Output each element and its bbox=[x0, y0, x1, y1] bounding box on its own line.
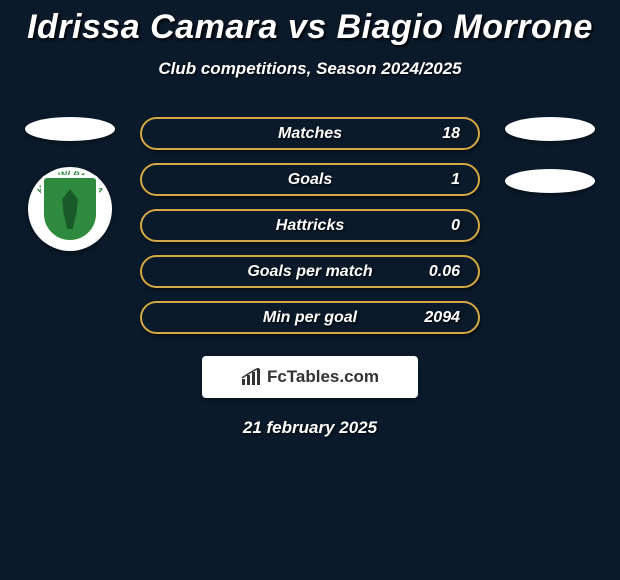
stat-value-right: 0.06 bbox=[429, 263, 460, 281]
player-placeholder-ellipse bbox=[25, 117, 115, 141]
comparison-infographic: Idrissa Camara vs Biagio Morrone Club co… bbox=[0, 0, 620, 438]
stat-bar: Goals 1 bbox=[140, 163, 480, 196]
right-player-col bbox=[500, 117, 600, 193]
stat-bar: Min per goal 2094 bbox=[140, 301, 480, 334]
branding-badge: FcTables.com bbox=[202, 356, 418, 398]
page-title: Idrissa Camara vs Biagio Morrone bbox=[27, 8, 593, 47]
stat-label: Hattricks bbox=[276, 217, 344, 235]
player-placeholder-ellipse bbox=[505, 169, 595, 193]
stat-label: Min per goal bbox=[263, 309, 357, 327]
main-row: HELLINI PATRIA ONILLAVA Matches 18 Goals 1 H… bbox=[0, 117, 620, 334]
stat-label: Matches bbox=[278, 125, 342, 143]
badge-shield bbox=[41, 175, 99, 243]
stat-value-right: 1 bbox=[451, 171, 460, 189]
badge-wolf-icon bbox=[57, 189, 83, 229]
club-badge-avellino: HELLINI PATRIA ONILLAVA bbox=[28, 167, 112, 251]
left-player-col: HELLINI PATRIA ONILLAVA bbox=[20, 117, 120, 251]
stat-bar: Matches 18 bbox=[140, 117, 480, 150]
stats-column: Matches 18 Goals 1 Hattricks 0 Goals per match… bbox=[140, 117, 480, 334]
chart-icon bbox=[241, 368, 261, 386]
stat-label: Goals per match bbox=[247, 263, 372, 281]
stat-label: Goals bbox=[288, 171, 332, 189]
stat-value-right: 2094 bbox=[424, 309, 460, 327]
stat-bar: Hattricks 0 bbox=[140, 209, 480, 242]
date-label: 21 february 2025 bbox=[243, 418, 377, 438]
stat-value-right: 0 bbox=[451, 217, 460, 235]
stat-bar: Goals per match 0.06 bbox=[140, 255, 480, 288]
page-subtitle: Club competitions, Season 2024/2025 bbox=[158, 59, 461, 79]
branding-text: FcTables.com bbox=[267, 367, 379, 387]
player-placeholder-ellipse bbox=[505, 117, 595, 141]
stat-value-right: 18 bbox=[442, 125, 460, 143]
